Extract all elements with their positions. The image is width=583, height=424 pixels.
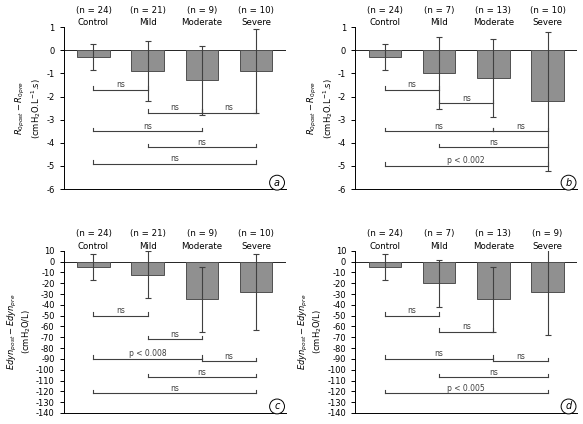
Text: Mild: Mild [139,242,157,251]
Bar [368,50,401,57]
Bar [477,262,510,299]
Text: ns: ns [198,368,206,377]
Bar [77,50,110,57]
Text: (n = 24): (n = 24) [367,229,403,238]
Text: ns: ns [170,330,179,339]
Bar [531,262,564,292]
Text: (n = 24): (n = 24) [76,229,111,238]
Text: Mild: Mild [430,242,448,251]
Bar [131,50,164,71]
Text: ns: ns [462,94,470,103]
Y-axis label: $R_{0post} - R_{0pre}$
(cmH$_2$O.L$^{-1}$.s): $R_{0post} - R_{0pre}$ (cmH$_2$O.L$^{-1}… [306,78,335,139]
Bar [240,50,272,71]
Text: ns: ns [435,349,444,358]
Text: (n = 9): (n = 9) [187,6,217,14]
Bar [368,262,401,267]
Text: Severe: Severe [241,18,271,27]
Text: ns: ns [408,306,416,315]
Y-axis label: $R_{0post} - R_{0pre}$
(cmH$_2$O.L$^{-1}$.s): $R_{0post} - R_{0pre}$ (cmH$_2$O.L$^{-1}… [15,78,44,139]
Text: ns: ns [143,122,152,131]
Bar [77,262,110,267]
Text: (n = 10): (n = 10) [530,6,566,14]
Bar [531,50,564,101]
Text: ns: ns [116,306,125,315]
Text: ns: ns [224,103,233,112]
Text: Control: Control [78,242,109,251]
Text: ns: ns [224,351,233,360]
Text: Mild: Mild [430,18,448,27]
Text: ns: ns [489,138,498,147]
Text: ns: ns [408,80,416,89]
Text: Severe: Severe [533,242,563,251]
Text: Severe: Severe [533,18,563,27]
Text: p < 0.002: p < 0.002 [448,156,485,165]
Text: Control: Control [78,18,109,27]
Text: ns: ns [435,122,444,131]
Bar [131,262,164,275]
Text: ns: ns [198,138,206,147]
Bar [477,50,510,78]
Text: Moderate: Moderate [473,242,514,251]
Text: (n = 10): (n = 10) [238,229,274,238]
Text: (n = 13): (n = 13) [476,6,511,14]
Text: (n = 24): (n = 24) [367,6,403,14]
Text: d: d [566,402,572,411]
Text: Moderate: Moderate [181,242,223,251]
Text: ns: ns [170,103,179,112]
Bar [423,50,455,73]
Text: Control: Control [370,18,401,27]
Text: (n = 9): (n = 9) [532,229,563,238]
Text: (n = 21): (n = 21) [130,229,166,238]
Text: p < 0.008: p < 0.008 [129,349,167,358]
Bar [240,262,272,292]
Text: b: b [566,178,572,188]
Text: Control: Control [370,242,401,251]
Bar [423,262,455,283]
Text: Moderate: Moderate [473,18,514,27]
Text: (n = 7): (n = 7) [424,6,454,14]
Text: Moderate: Moderate [181,18,223,27]
Text: (n = 13): (n = 13) [476,229,511,238]
Text: ns: ns [516,122,525,131]
Text: ns: ns [489,368,498,377]
Text: (n = 7): (n = 7) [424,229,454,238]
Bar [185,262,218,299]
Bar [185,50,218,80]
Text: (n = 9): (n = 9) [187,229,217,238]
Text: ns: ns [116,80,125,89]
Text: (n = 21): (n = 21) [130,6,166,14]
Text: (n = 24): (n = 24) [76,6,111,14]
Text: c: c [275,402,280,411]
Text: ns: ns [462,322,470,332]
Text: ns: ns [516,351,525,360]
Text: Mild: Mild [139,18,157,27]
Text: a: a [274,178,280,188]
Text: p < 0.005: p < 0.005 [447,384,485,393]
Text: ns: ns [170,384,179,393]
Text: ns: ns [170,154,179,163]
Y-axis label: $Edyn_{post} - Edyn_{pre}$
(cmH$_2$O/L): $Edyn_{post} - Edyn_{pre}$ (cmH$_2$O/L) [297,294,325,370]
Text: Severe: Severe [241,242,271,251]
Text: (n = 10): (n = 10) [238,6,274,14]
Y-axis label: $Edyn_{post} - Edyn_{pre}$
(cmH$_2$O/L): $Edyn_{post} - Edyn_{pre}$ (cmH$_2$O/L) [6,294,33,370]
